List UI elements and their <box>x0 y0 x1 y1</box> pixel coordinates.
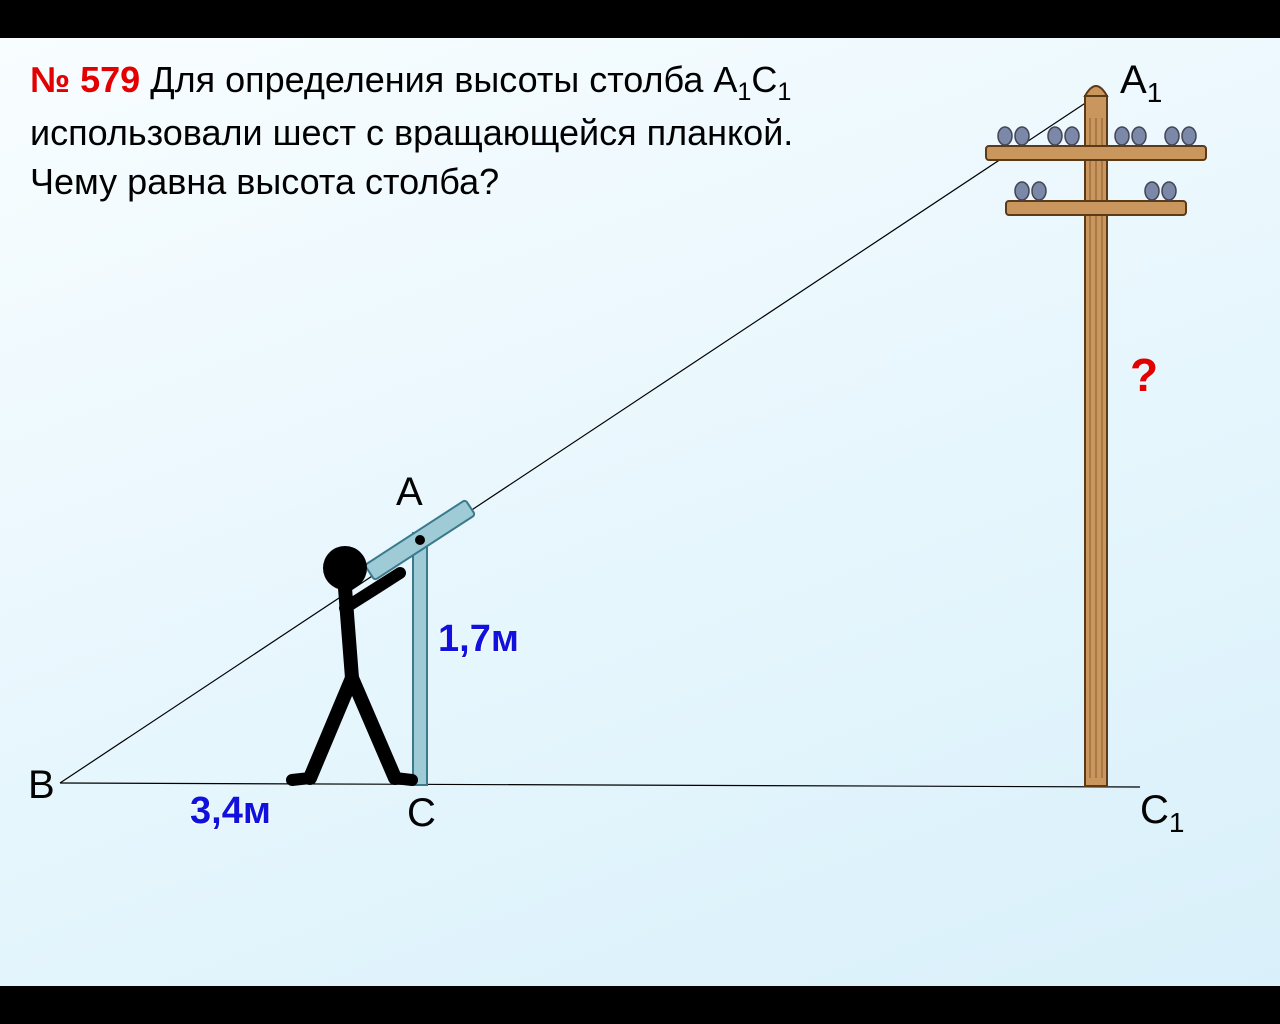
label-A1: A1 <box>1120 58 1162 109</box>
measure-AC: 1,7м <box>438 618 519 661</box>
ground-line <box>60 783 1140 787</box>
label-C1: C1 <box>1140 788 1184 839</box>
sight-line <box>60 96 1096 783</box>
measure-A1C1: ? <box>1130 348 1158 402</box>
person-icon <box>292 546 412 780</box>
label-A: A <box>396 470 423 515</box>
label-C: C <box>407 791 436 836</box>
measure-BC: 3,4м <box>190 790 271 833</box>
geometry-scene <box>0 38 1280 986</box>
diagram-canvas: № 579 Для определения высоты столба A1C1… <box>0 38 1280 986</box>
telegraph-pole <box>986 86 1206 786</box>
label-B: B <box>28 763 55 808</box>
